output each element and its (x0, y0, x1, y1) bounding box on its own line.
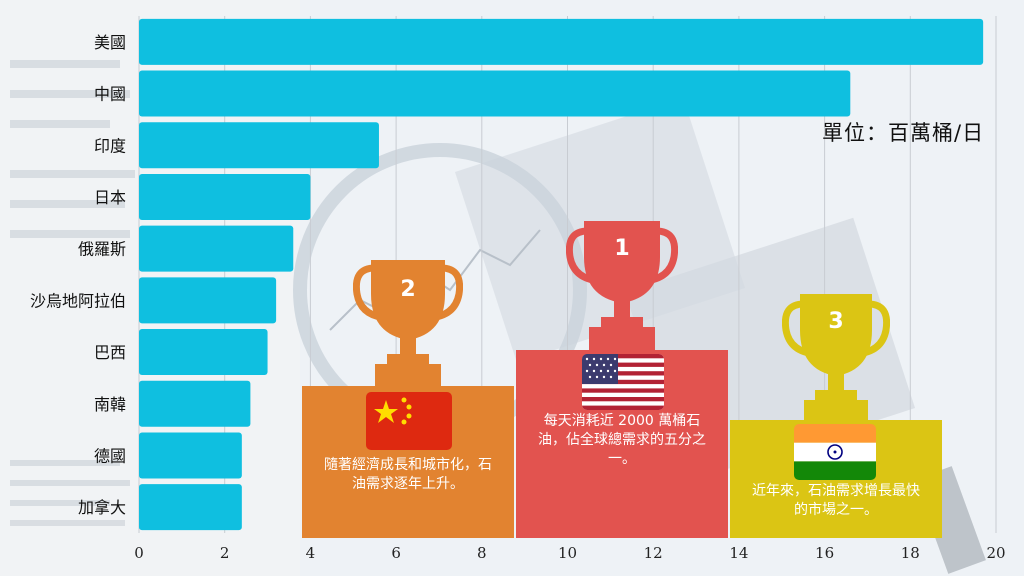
bar (139, 380, 251, 427)
category-label: 加拿大 (78, 498, 126, 517)
bar (139, 329, 268, 376)
trophy-icon-rank-1: 1 (566, 221, 678, 351)
x-tick-labels: 0 2 4 6 8 10 12 14 16 18 20 (134, 544, 1005, 562)
category-label: 南韓 (94, 395, 126, 414)
category-label: 中國 (94, 85, 126, 104)
x-tick-label: 20 (986, 544, 1005, 562)
category-label: 俄羅斯 (78, 240, 126, 259)
x-tick-label: 14 (729, 544, 748, 562)
usa-flag (582, 354, 664, 410)
trophy-icon-rank-3: 3 (782, 294, 890, 420)
rank-1-label: 1 (614, 236, 629, 261)
category-label: 印度 (94, 136, 126, 155)
x-tick-label: 10 (558, 544, 577, 562)
bar (139, 173, 311, 220)
category-label: 日本 (94, 188, 126, 207)
x-tick-label: 16 (815, 544, 834, 562)
category-label: 巴西 (94, 343, 126, 362)
x-tick-label: 8 (477, 544, 487, 562)
india-flag (794, 424, 876, 480)
podium-rank-2: 隨著經濟成長和城市化，石油需求逐年上升。 (302, 386, 514, 538)
podium-rank-3-caption: 近年來，石油需求增長最快的市場之一。 (752, 483, 920, 518)
podium-rank-1: 每天消耗近 2000 萬桶石油，佔全球總需求的五分之一。 (516, 350, 728, 538)
bar (139, 70, 851, 117)
podium-rank-1-caption: 每天消耗近 2000 萬桶石油，佔全球總需求的五分之一。 (538, 413, 706, 467)
bar (139, 484, 242, 531)
rank-3-label: 3 (828, 309, 843, 334)
trophy-icon-rank-2: 2 (353, 260, 463, 386)
rank-2-label: 2 (400, 277, 415, 302)
bar (139, 18, 984, 65)
x-tick-label: 0 (134, 544, 144, 562)
bar (139, 432, 242, 479)
bar (139, 277, 277, 324)
unit-label: 單位：百萬桶/日 (822, 121, 985, 145)
category-label: 美國 (94, 33, 126, 52)
x-tick-label: 4 (306, 544, 316, 562)
category-label: 德國 (94, 446, 126, 465)
x-tick-label: 12 (644, 544, 663, 562)
podium-rank-2-caption: 隨著經濟成長和城市化，石油需求逐年上升。 (324, 457, 492, 492)
bar (139, 225, 294, 272)
podium-rank-3: 近年來，石油需求增長最快的市場之一。 (730, 420, 942, 538)
x-tick-label: 18 (901, 544, 920, 562)
bars (139, 18, 984, 531)
x-tick-label: 6 (391, 544, 401, 562)
china-flag (366, 392, 452, 450)
category-label: 沙烏地阿拉伯 (30, 291, 126, 310)
x-tick-label: 2 (220, 544, 230, 562)
bar (139, 122, 379, 169)
